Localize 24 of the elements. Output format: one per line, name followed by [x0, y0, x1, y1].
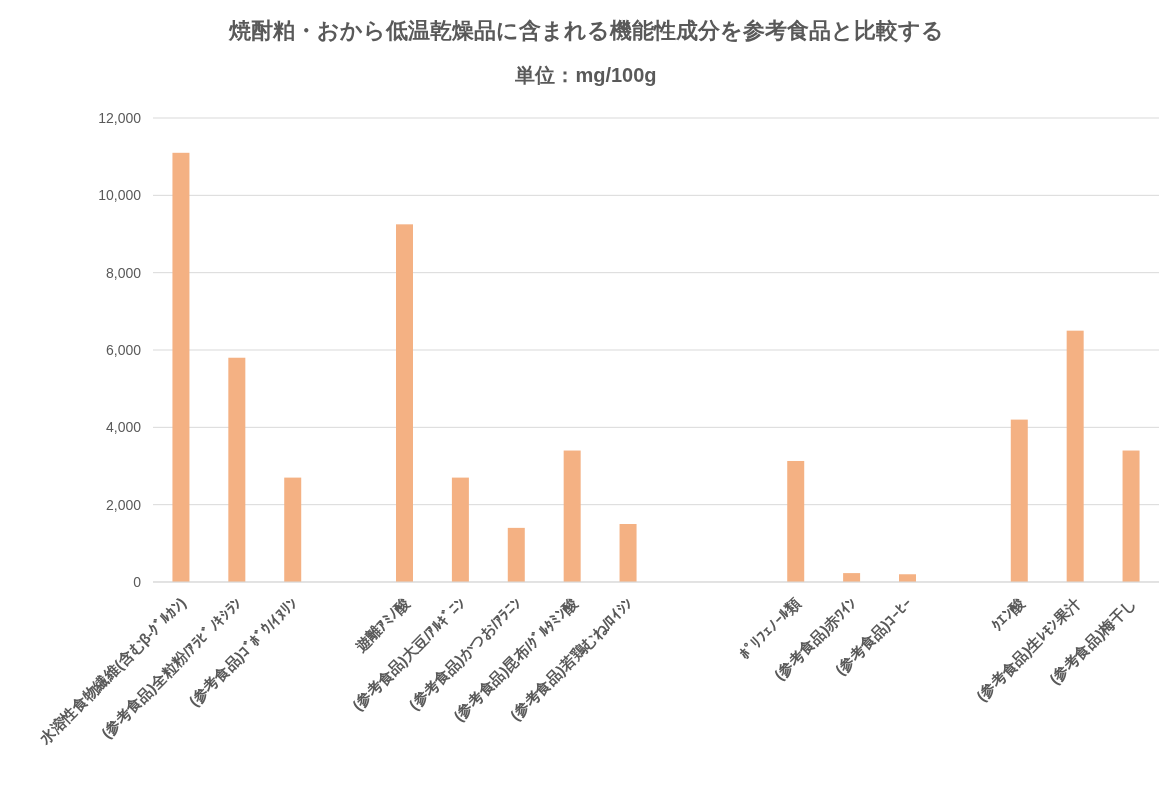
bar [284, 477, 302, 582]
y-tick-label: 10,000 [98, 187, 142, 204]
y-tick-label: 2,000 [105, 496, 142, 513]
bar [1122, 450, 1140, 582]
bar [507, 527, 525, 582]
bar [619, 524, 637, 582]
bar [396, 224, 413, 582]
bar [172, 152, 190, 582]
bar [451, 477, 469, 582]
y-tick-label: 8,000 [105, 264, 142, 281]
x-tick-label: ｸｴﾝ酸 [987, 593, 1029, 634]
chart-subtitle: 単位：mg/100g [514, 64, 657, 86]
bar [563, 450, 581, 582]
y-tick-label: 12,000 [98, 110, 142, 126]
chart-title: 焼酎粕・おから低温乾燥品に含まれる機能性成分を参考食品と比較する [227, 18, 944, 43]
bar [228, 357, 246, 582]
bar [1066, 330, 1084, 582]
bar [1010, 419, 1028, 582]
bar [787, 460, 805, 582]
y-tick-label: 6,000 [105, 342, 142, 358]
bar [899, 574, 916, 582]
bar [843, 573, 861, 582]
y-tick-label: 0 [133, 574, 142, 590]
y-tick-label: 4,000 [105, 419, 142, 436]
